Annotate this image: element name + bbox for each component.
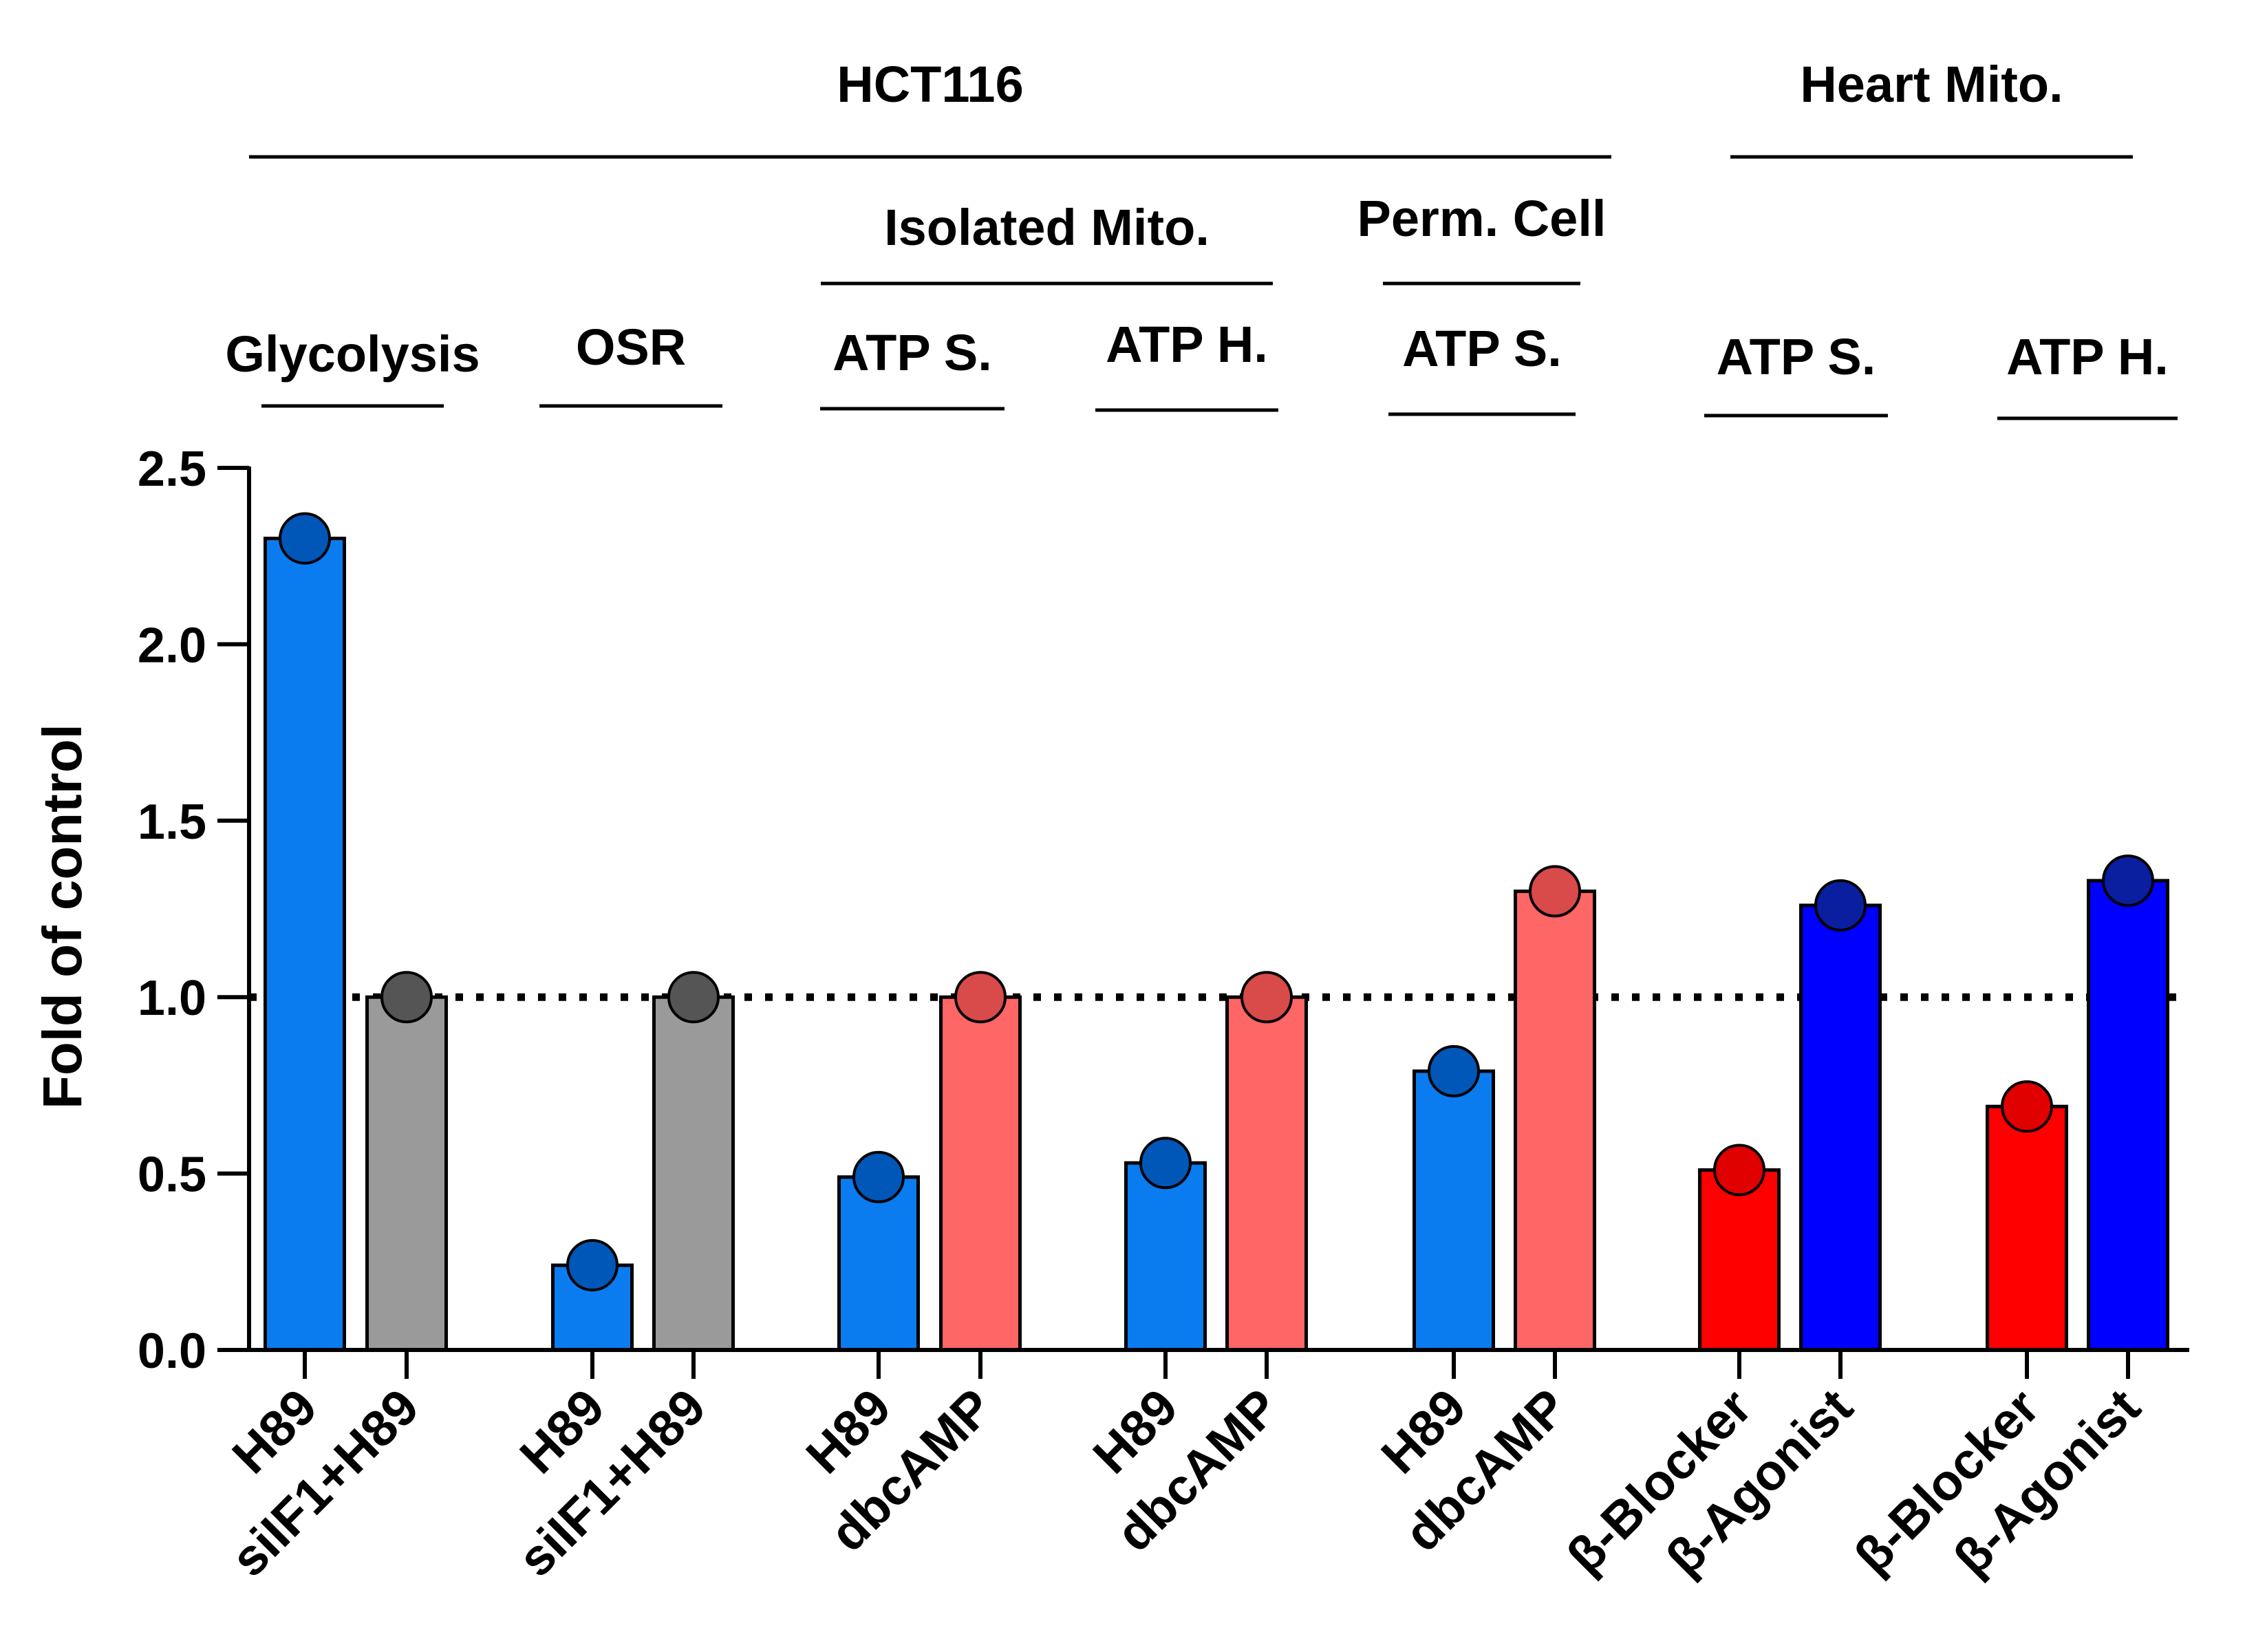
data-point [2001, 1080, 2053, 1133]
data-point [279, 512, 331, 565]
group-label: OSR [576, 319, 686, 376]
bar [365, 995, 448, 1352]
x-tick-label: siIF1+H89 [220, 1378, 429, 1587]
super-group-label: Perm. Cell [1357, 190, 1607, 247]
bar [652, 995, 735, 1352]
bar [2087, 879, 2169, 1352]
data-point [2102, 854, 2154, 907]
data-point [1139, 1137, 1192, 1190]
y-tick-label: 1.0 [138, 971, 206, 1026]
y-tick-label: 0.0 [138, 1324, 206, 1379]
data-point [1529, 865, 1581, 918]
y-tick-label: 2.5 [138, 442, 206, 497]
data-point [954, 971, 1007, 1024]
bar [1799, 903, 1882, 1352]
data-point [1428, 1044, 1480, 1097]
bar [1412, 1069, 1495, 1352]
bar [939, 995, 1022, 1352]
y-tick-label: 1.5 [138, 795, 206, 850]
y-tick-label: 2.0 [138, 618, 206, 673]
bar [1124, 1161, 1207, 1352]
bar [1986, 1104, 2068, 1352]
group-label: ATP H. [1106, 316, 1268, 373]
y-axis-label: Fold of control [32, 724, 93, 1109]
y-tick-label: 0.5 [138, 1148, 206, 1203]
group-label: ATP S. [833, 324, 992, 381]
group-label: ATP H. [2006, 328, 2169, 385]
bar [1514, 889, 1596, 1352]
bar [1698, 1168, 1781, 1352]
bars-layer [264, 512, 2169, 1352]
bar [264, 537, 346, 1352]
data-point [1713, 1144, 1765, 1197]
bar [1225, 995, 1308, 1352]
top-group-label: Heart Mito. [1800, 56, 2063, 113]
data-point [1240, 971, 1293, 1024]
x-tick-label: siIF1+H89 [507, 1378, 716, 1587]
data-point [667, 971, 720, 1024]
group-label: Glycolysis [225, 325, 480, 383]
data-point [852, 1150, 905, 1203]
top-group-label: HCT116 [837, 56, 1023, 113]
group-label: ATP S. [1402, 320, 1562, 377]
super-group-label: Isolated Mito. [884, 199, 1210, 256]
data-point [1814, 879, 1867, 932]
data-point [380, 971, 433, 1024]
group-label: ATP S. [1717, 328, 1876, 385]
data-point [566, 1238, 619, 1291]
group-headers: Glycolysis OSR ATP S. ATP H. ATP S. ATP S. ATP… [225, 56, 2178, 420]
